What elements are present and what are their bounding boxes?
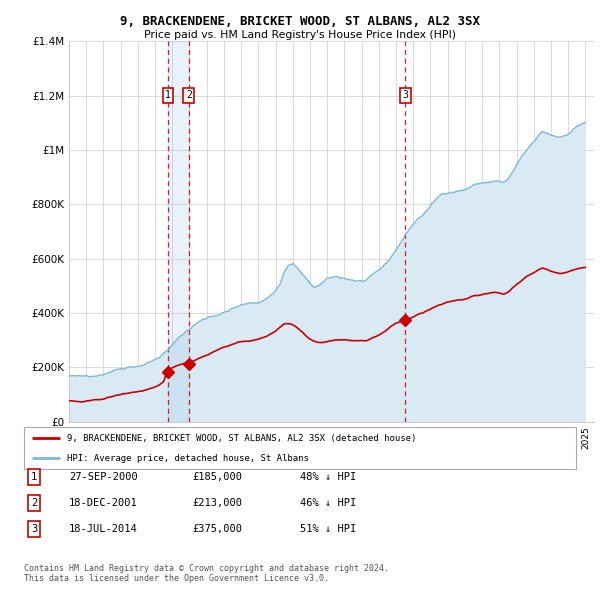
Text: 18-DEC-2001: 18-DEC-2001	[69, 498, 138, 507]
Text: 9, BRACKENDENE, BRICKET WOOD, ST ALBANS, AL2 3SX: 9, BRACKENDENE, BRICKET WOOD, ST ALBANS,…	[120, 15, 480, 28]
Text: 9, BRACKENDENE, BRICKET WOOD, ST ALBANS, AL2 3SX (detached house): 9, BRACKENDENE, BRICKET WOOD, ST ALBANS,…	[67, 434, 416, 442]
Text: 1: 1	[31, 472, 37, 481]
Bar	[168, 41, 189, 422]
Text: £375,000: £375,000	[192, 524, 242, 533]
Text: 48% ↓ HPI: 48% ↓ HPI	[300, 472, 356, 481]
Text: 51% ↓ HPI: 51% ↓ HPI	[300, 524, 356, 533]
Text: 2: 2	[31, 498, 37, 507]
Text: Contains HM Land Registry data © Crown copyright and database right 2024.
This d: Contains HM Land Registry data © Crown c…	[24, 563, 389, 583]
Text: 3: 3	[403, 90, 408, 100]
Text: Price paid vs. HM Land Registry's House Price Index (HPI): Price paid vs. HM Land Registry's House …	[144, 30, 456, 40]
Text: £185,000: £185,000	[192, 472, 242, 481]
Text: 27-SEP-2000: 27-SEP-2000	[69, 472, 138, 481]
Text: 2: 2	[186, 90, 192, 100]
Text: 18-JUL-2014: 18-JUL-2014	[69, 524, 138, 533]
Text: £213,000: £213,000	[192, 498, 242, 507]
Text: 3: 3	[31, 524, 37, 533]
Text: HPI: Average price, detached house, St Albans: HPI: Average price, detached house, St A…	[67, 454, 309, 463]
Text: 46% ↓ HPI: 46% ↓ HPI	[300, 498, 356, 507]
Text: 1: 1	[165, 90, 171, 100]
